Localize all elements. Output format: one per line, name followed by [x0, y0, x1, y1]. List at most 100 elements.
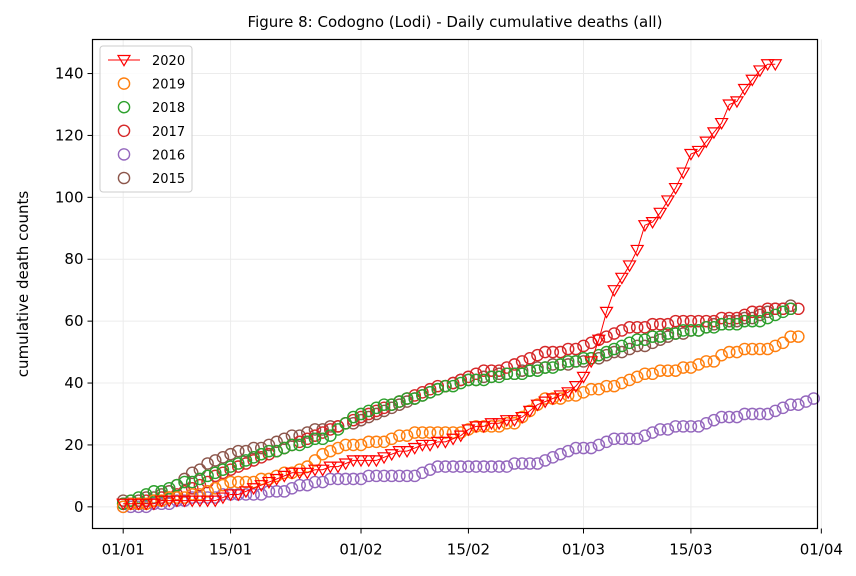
series-2017	[116, 302, 805, 511]
data-point-2018	[239, 454, 253, 467]
data-point-2017	[630, 321, 644, 334]
data-point-2019	[339, 438, 352, 452]
data-point-2016	[370, 469, 383, 483]
data-point-2017	[715, 311, 728, 325]
data-point-2015	[623, 342, 636, 356]
data-point-2019	[730, 345, 744, 359]
legend-marker-2019	[117, 77, 131, 90]
data-point-2020	[683, 148, 698, 161]
data-point-2018	[393, 395, 406, 408]
data-point-2017	[231, 460, 245, 473]
data-point-2019	[239, 475, 253, 489]
data-point-2017	[446, 376, 460, 390]
y-tick-label: 20	[64, 436, 83, 454]
data-point-2016	[285, 481, 299, 495]
data-point-2019	[600, 379, 613, 393]
data-point-2017	[615, 324, 629, 337]
data-point-2020	[231, 489, 246, 502]
data-point-2015	[224, 447, 237, 461]
series-2015	[116, 299, 797, 507]
data-point-2017	[201, 475, 214, 489]
data-point-2018	[408, 392, 422, 405]
data-point-2020	[200, 495, 215, 508]
legend-marker-2018	[117, 100, 131, 114]
data-point-2017	[193, 478, 207, 492]
chart-title: Figure 8: Codogno (Lodi) - Daily cumulat…	[248, 13, 663, 31]
data-point-2018	[193, 472, 207, 486]
data-point-2019	[185, 488, 199, 501]
data-point-2018	[738, 314, 751, 328]
data-point-2018	[262, 444, 276, 458]
data-point-2016	[745, 407, 759, 421]
data-point-2018	[769, 308, 782, 322]
data-point-2020	[760, 59, 775, 72]
data-point-2019	[324, 444, 337, 458]
data-point-2018	[285, 438, 299, 452]
data-point-2017	[462, 370, 475, 384]
x-tick-label: 01/04	[800, 541, 843, 559]
data-point-2017	[247, 454, 260, 467]
data-point-2019	[431, 426, 445, 439]
data-point-2019	[408, 426, 422, 439]
data-point-2017	[239, 457, 253, 470]
data-point-2017	[431, 379, 445, 393]
data-point-2019	[423, 426, 437, 439]
data-point-2018	[561, 355, 575, 368]
data-point-2020	[737, 83, 752, 96]
data-point-2017	[554, 345, 567, 359]
data-point-2016	[769, 404, 782, 418]
data-point-2016	[416, 466, 429, 480]
legend-box	[99, 45, 193, 193]
data-point-2017	[669, 314, 682, 328]
data-point-2018	[722, 317, 736, 331]
data-point-2020	[330, 461, 346, 474]
data-point-2020	[430, 436, 445, 449]
data-point-2018	[277, 441, 291, 455]
data-point-2019	[293, 463, 306, 476]
data-point-2019	[331, 441, 345, 455]
legend-label-2018: 2018	[152, 101, 185, 116]
data-point-2019	[646, 367, 659, 381]
data-point-2015	[178, 472, 191, 486]
data-point-2020	[284, 467, 300, 480]
data-point-2018	[569, 355, 583, 368]
data-point-2020	[568, 381, 583, 394]
data-point-2015	[577, 355, 590, 368]
data-point-2016	[584, 441, 598, 455]
legend-marker-2015	[117, 171, 131, 185]
data-point-2017	[293, 435, 306, 449]
data-point-2016	[254, 488, 268, 501]
data-point-2016	[531, 457, 544, 470]
data-point-2016	[615, 432, 629, 446]
data-point-2020	[139, 498, 154, 511]
data-point-2018	[216, 463, 230, 476]
data-point-2020	[423, 439, 438, 452]
data-point-2016	[262, 485, 276, 498]
data-point-2018	[324, 429, 337, 442]
y-tick-label: 120	[55, 126, 84, 144]
data-point-2016	[692, 420, 705, 433]
data-point-2017	[423, 382, 437, 396]
data-point-2020	[530, 399, 545, 412]
data-point-2020	[722, 99, 737, 112]
data-point-2020	[384, 449, 399, 462]
data-point-2019	[692, 358, 705, 371]
data-point-2018	[630, 333, 644, 347]
data-point-2016	[508, 457, 521, 470]
data-point-2016	[653, 423, 667, 436]
data-point-2015	[162, 485, 176, 498]
data-point-2020	[392, 446, 407, 459]
data-point-2019	[707, 355, 721, 368]
data-point-2017	[538, 345, 552, 359]
data-point-2015	[515, 364, 529, 377]
data-point-2018	[538, 361, 552, 374]
legend-marker-2020	[116, 54, 132, 67]
data-point-2015	[661, 330, 675, 343]
data-point-2018	[699, 321, 713, 334]
data-point-2020	[745, 74, 760, 87]
data-point-2015	[492, 367, 506, 381]
data-point-2018	[638, 333, 652, 347]
data-point-2015	[370, 407, 383, 421]
data-point-2017	[699, 314, 713, 328]
data-point-2017	[477, 364, 491, 377]
